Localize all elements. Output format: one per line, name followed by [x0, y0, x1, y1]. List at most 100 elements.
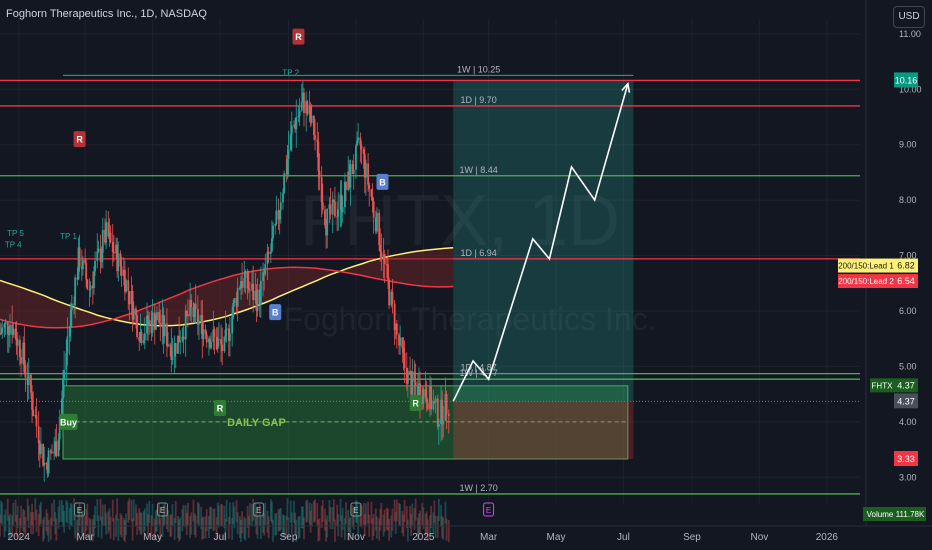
candle-body	[227, 328, 230, 341]
candle-body	[54, 441, 57, 452]
candle-body	[84, 259, 87, 264]
candle-body	[336, 216, 339, 218]
candle-body	[88, 289, 91, 291]
volume-bar	[166, 507, 168, 530]
candle-body	[318, 171, 321, 178]
candle-body	[247, 288, 250, 290]
volume-bar	[251, 503, 253, 526]
volume-bar	[387, 508, 389, 531]
volume-bar	[337, 514, 340, 537]
volume-bar	[409, 505, 412, 528]
volume-bar	[282, 514, 284, 537]
volume-bar	[240, 519, 242, 542]
y-tick-label: 5.00	[899, 361, 917, 371]
candle-body	[289, 134, 292, 150]
volume-bar	[352, 507, 355, 530]
daily-gap-label: DAILY GAP	[227, 417, 286, 429]
x-tick-label: 2026	[816, 532, 839, 543]
candle-body	[9, 324, 11, 335]
volume-bar	[49, 517, 52, 540]
candle-body	[360, 145, 363, 150]
candle-body	[112, 251, 115, 254]
volume-bar	[325, 519, 327, 542]
candle-body	[387, 264, 389, 280]
volume-bar	[349, 516, 352, 539]
volume-bar	[425, 511, 428, 534]
volume-bar	[163, 502, 166, 525]
volume-bar	[201, 517, 204, 540]
candle-body	[399, 337, 402, 346]
volume-bar	[293, 500, 295, 523]
candle-body	[355, 145, 357, 170]
candle-body	[371, 196, 374, 202]
volume-bar	[215, 517, 218, 540]
volume-bar	[278, 509, 281, 532]
volume-bar	[146, 503, 148, 526]
time-axis[interactable]: 2024 Mar May Jul Sep Nov 2025 Mar May Jul Sep Nov 20…	[0, 525, 932, 543]
volume-bar	[192, 499, 195, 522]
signal-marker	[292, 28, 305, 45]
candle-body	[293, 124, 295, 126]
candle-body	[359, 137, 362, 146]
volume-bar	[78, 503, 81, 526]
candle-body	[97, 248, 100, 252]
candle-body	[11, 324, 14, 335]
level-label: 1W | 4.77	[459, 368, 497, 378]
volume-bar	[167, 510, 169, 533]
candle-body	[62, 379, 64, 399]
volume-bar	[89, 519, 92, 542]
candle-body	[328, 204, 331, 209]
volume-bar	[178, 519, 180, 542]
volume-bar	[54, 512, 57, 535]
volume-bar	[244, 518, 247, 541]
candle-body	[385, 264, 388, 266]
price-axis[interactable]: 3.00 4.00 5.00 6.00 7.00 8.00 9.00 10.00 11.00 10…	[838, 0, 926, 526]
price-label-box	[894, 72, 918, 88]
volume-bar	[68, 507, 71, 530]
candle-body	[393, 303, 396, 330]
volume-bar	[252, 498, 255, 521]
volume-bar	[442, 517, 445, 540]
volume-bar	[70, 504, 73, 527]
volume-bar	[295, 519, 298, 542]
candle-body	[251, 283, 253, 290]
candle-body	[189, 299, 192, 317]
candle-body	[23, 342, 26, 365]
candle-body	[372, 201, 375, 218]
candle-body	[233, 298, 236, 303]
volume-bar	[171, 504, 174, 527]
volume-bar	[247, 515, 250, 538]
earnings-marker	[350, 502, 362, 517]
candle-body	[258, 289, 261, 305]
candle-body	[394, 323, 397, 330]
volume-bar	[266, 510, 269, 533]
volume-bar	[258, 504, 261, 527]
signal-marker	[73, 131, 86, 148]
candle-body	[329, 204, 332, 215]
candle-body	[94, 260, 96, 272]
candle-body	[320, 177, 323, 203]
candle-body	[436, 398, 439, 427]
candle-body	[119, 253, 122, 267]
volume-bar	[385, 507, 388, 530]
candle-body	[169, 344, 172, 347]
volume-bar	[200, 506, 203, 529]
volume-bar	[185, 512, 188, 535]
volume-bar	[372, 513, 375, 536]
volume-bar	[294, 512, 297, 535]
currency-button[interactable]: USD	[893, 6, 925, 28]
candle-body	[409, 370, 412, 375]
volume-bar	[177, 515, 179, 538]
volume-bar	[12, 502, 15, 525]
volume-bar	[274, 513, 277, 536]
candle-body	[146, 315, 148, 334]
volume-bar	[1, 502, 4, 525]
price-label: 3.33	[897, 454, 915, 464]
tp-label: TP 5	[7, 229, 24, 238]
candle-body	[297, 115, 300, 118]
candle-body	[209, 338, 211, 348]
ma-fill	[0, 247, 454, 328]
candle-body	[283, 173, 285, 194]
x-tick-label: Nov	[347, 532, 365, 543]
